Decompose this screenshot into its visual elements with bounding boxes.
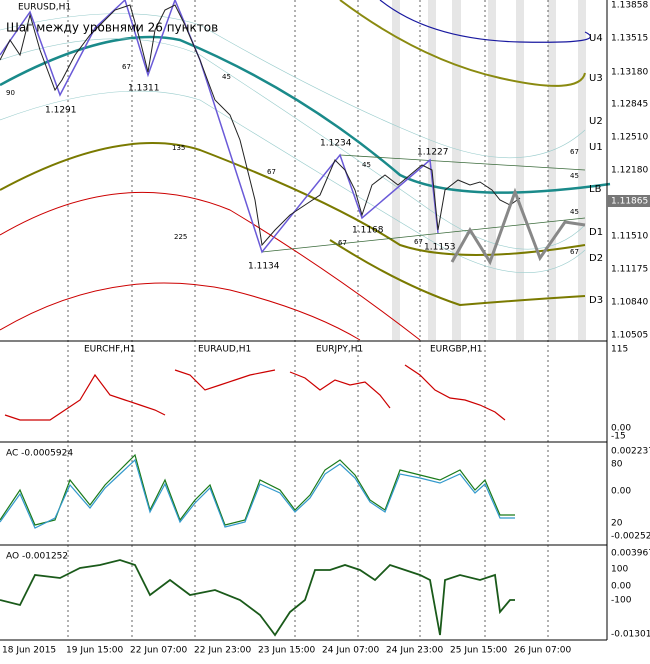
axis-label: 100 [611, 565, 628, 575]
axis-label: 115 [611, 345, 628, 355]
axis-label: 0.00 [611, 582, 631, 592]
level-label: U3 [589, 73, 603, 84]
level-label: D3 [589, 295, 603, 306]
level-label: U4 [589, 33, 603, 44]
fib-label: 45 [362, 161, 371, 169]
level-label: LB [589, 184, 602, 195]
current-price: 1.11865 [611, 197, 648, 207]
chart-title: EURUSD,H1 [18, 3, 71, 13]
axis-label: 0.003967 [611, 549, 650, 559]
swing-label: 1.1153 [424, 243, 456, 253]
axis-label: -100 [611, 596, 632, 606]
price-label: 1.10505 [611, 331, 648, 341]
symbol-label: EURCHF,H1 [84, 345, 136, 355]
price-label: 1.11510 [611, 232, 648, 242]
fib-label: 67 [414, 238, 423, 246]
axis-label: 0.00 [611, 424, 631, 434]
fib-label: 67 [267, 168, 276, 176]
price-line [0, 4, 521, 247]
swing-label: 1.1291 [45, 106, 77, 116]
swing-label: 1.1234 [320, 139, 352, 149]
swing-label: 1.1134 [248, 262, 280, 272]
symbol-label: EURGBP,H1 [430, 345, 482, 355]
level-label: U1 [589, 142, 603, 153]
time-label: 18 Jun 2015 [2, 646, 56, 656]
axis-label: 0.002237 [611, 447, 650, 457]
level-label: U2 [589, 116, 603, 127]
swing-label: 1.1311 [128, 84, 160, 94]
fib-label: 45 [222, 73, 231, 81]
frames [0, 0, 608, 641]
price-tag [607, 195, 650, 207]
axis-label: 80 [611, 460, 623, 470]
time-label: 22 Jun 07:00 [130, 646, 187, 656]
panel-title: AC -0.0005924 [6, 449, 73, 459]
time-label: 24 Jun 23:00 [386, 646, 443, 656]
level-label: D2 [589, 253, 603, 264]
price-label: 1.13515 [611, 34, 648, 44]
swing-label: 1.1168 [352, 226, 384, 236]
axis-label: -15 [611, 432, 626, 442]
price-label: 1.13858 [611, 1, 648, 11]
price-label: 1.13180 [611, 68, 648, 78]
chart-subtitle: Шаг между уровнями 26 пунктов [6, 21, 218, 35]
panel-series [0, 364, 515, 637]
symbol-label: EURAUD,H1 [198, 345, 251, 355]
axis-label: -0.002529 [611, 532, 650, 542]
panel-title: AO -0.001252 [6, 552, 68, 562]
time-grid [67, 0, 549, 640]
level-label: D1 [589, 227, 603, 238]
time-label: 19 Jun 15:00 [66, 646, 123, 656]
time-label: 22 Jun 23:00 [194, 646, 251, 656]
fib-label: 67 [338, 239, 347, 247]
fib-label: 67 [570, 248, 579, 256]
symbol-label: EURJPY,H1 [316, 345, 363, 355]
axis-label: 20 [611, 519, 623, 529]
time-label: 26 Jun 07:00 [514, 646, 571, 656]
forecast [450, 187, 586, 266]
price-label: 1.10840 [611, 298, 648, 308]
fib-label: 67 [122, 63, 131, 71]
zigzag [0, 0, 439, 254]
fib-label: 90 [6, 89, 15, 97]
fib-label: 45 [570, 172, 579, 180]
axis-label: -0.013014 [611, 630, 650, 640]
fib-label: 135 [172, 144, 185, 152]
fib-label: 225 [174, 233, 187, 241]
price-label: 1.12510 [611, 133, 648, 143]
indicator-curves [0, 0, 611, 341]
price-label: 1.11175 [611, 265, 648, 275]
axis-label: 0.00 [611, 487, 631, 497]
time-label: 25 Jun 15:00 [450, 646, 507, 656]
time-label: 23 Jun 15:00 [258, 646, 315, 656]
price-label: 1.12845 [611, 100, 648, 110]
swing-label: 1.1227 [417, 148, 449, 158]
price-label: 1.12180 [611, 166, 648, 176]
fib-label: 45 [570, 208, 579, 216]
fib-label: 67 [570, 148, 579, 156]
time-label: 24 Jun 07:00 [322, 646, 379, 656]
